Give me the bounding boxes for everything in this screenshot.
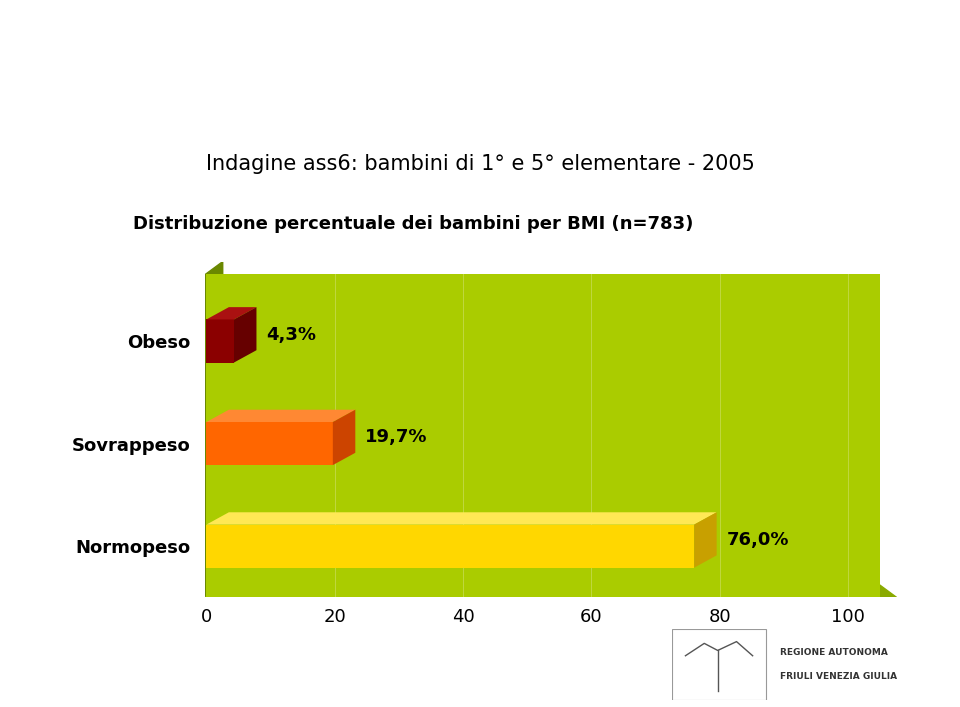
Text: REGIONE AUTONOMA: REGIONE AUTONOMA <box>780 648 887 657</box>
Text: 76,0%: 76,0% <box>727 531 789 549</box>
Polygon shape <box>234 307 256 363</box>
Bar <box>672 629 766 700</box>
Polygon shape <box>206 513 717 525</box>
Polygon shape <box>333 410 355 465</box>
Polygon shape <box>206 307 256 320</box>
Bar <box>206 320 234 363</box>
Polygon shape <box>205 585 897 597</box>
Text: FRIULI VENEZIA GIULIA: FRIULI VENEZIA GIULIA <box>780 672 897 682</box>
Polygon shape <box>694 513 717 568</box>
Polygon shape <box>205 262 223 597</box>
Text: 4,3%: 4,3% <box>266 326 316 344</box>
Text: Indagine ass6: bambini di 1° e 5° elementare - 2005: Indagine ass6: bambini di 1° e 5° elemen… <box>205 154 755 175</box>
Polygon shape <box>206 410 355 422</box>
Text: QUADRO EPIDEMIOLOGICO: QUADRO EPIDEMIOLOGICO <box>168 18 792 60</box>
Bar <box>206 525 694 568</box>
Bar <box>206 422 333 465</box>
Text: Obesità: Obesità <box>401 85 559 119</box>
Text: 19,7%: 19,7% <box>365 428 427 446</box>
Text: Distribuzione percentuale dei bambini per BMI (n=783): Distribuzione percentuale dei bambini pe… <box>132 216 693 233</box>
